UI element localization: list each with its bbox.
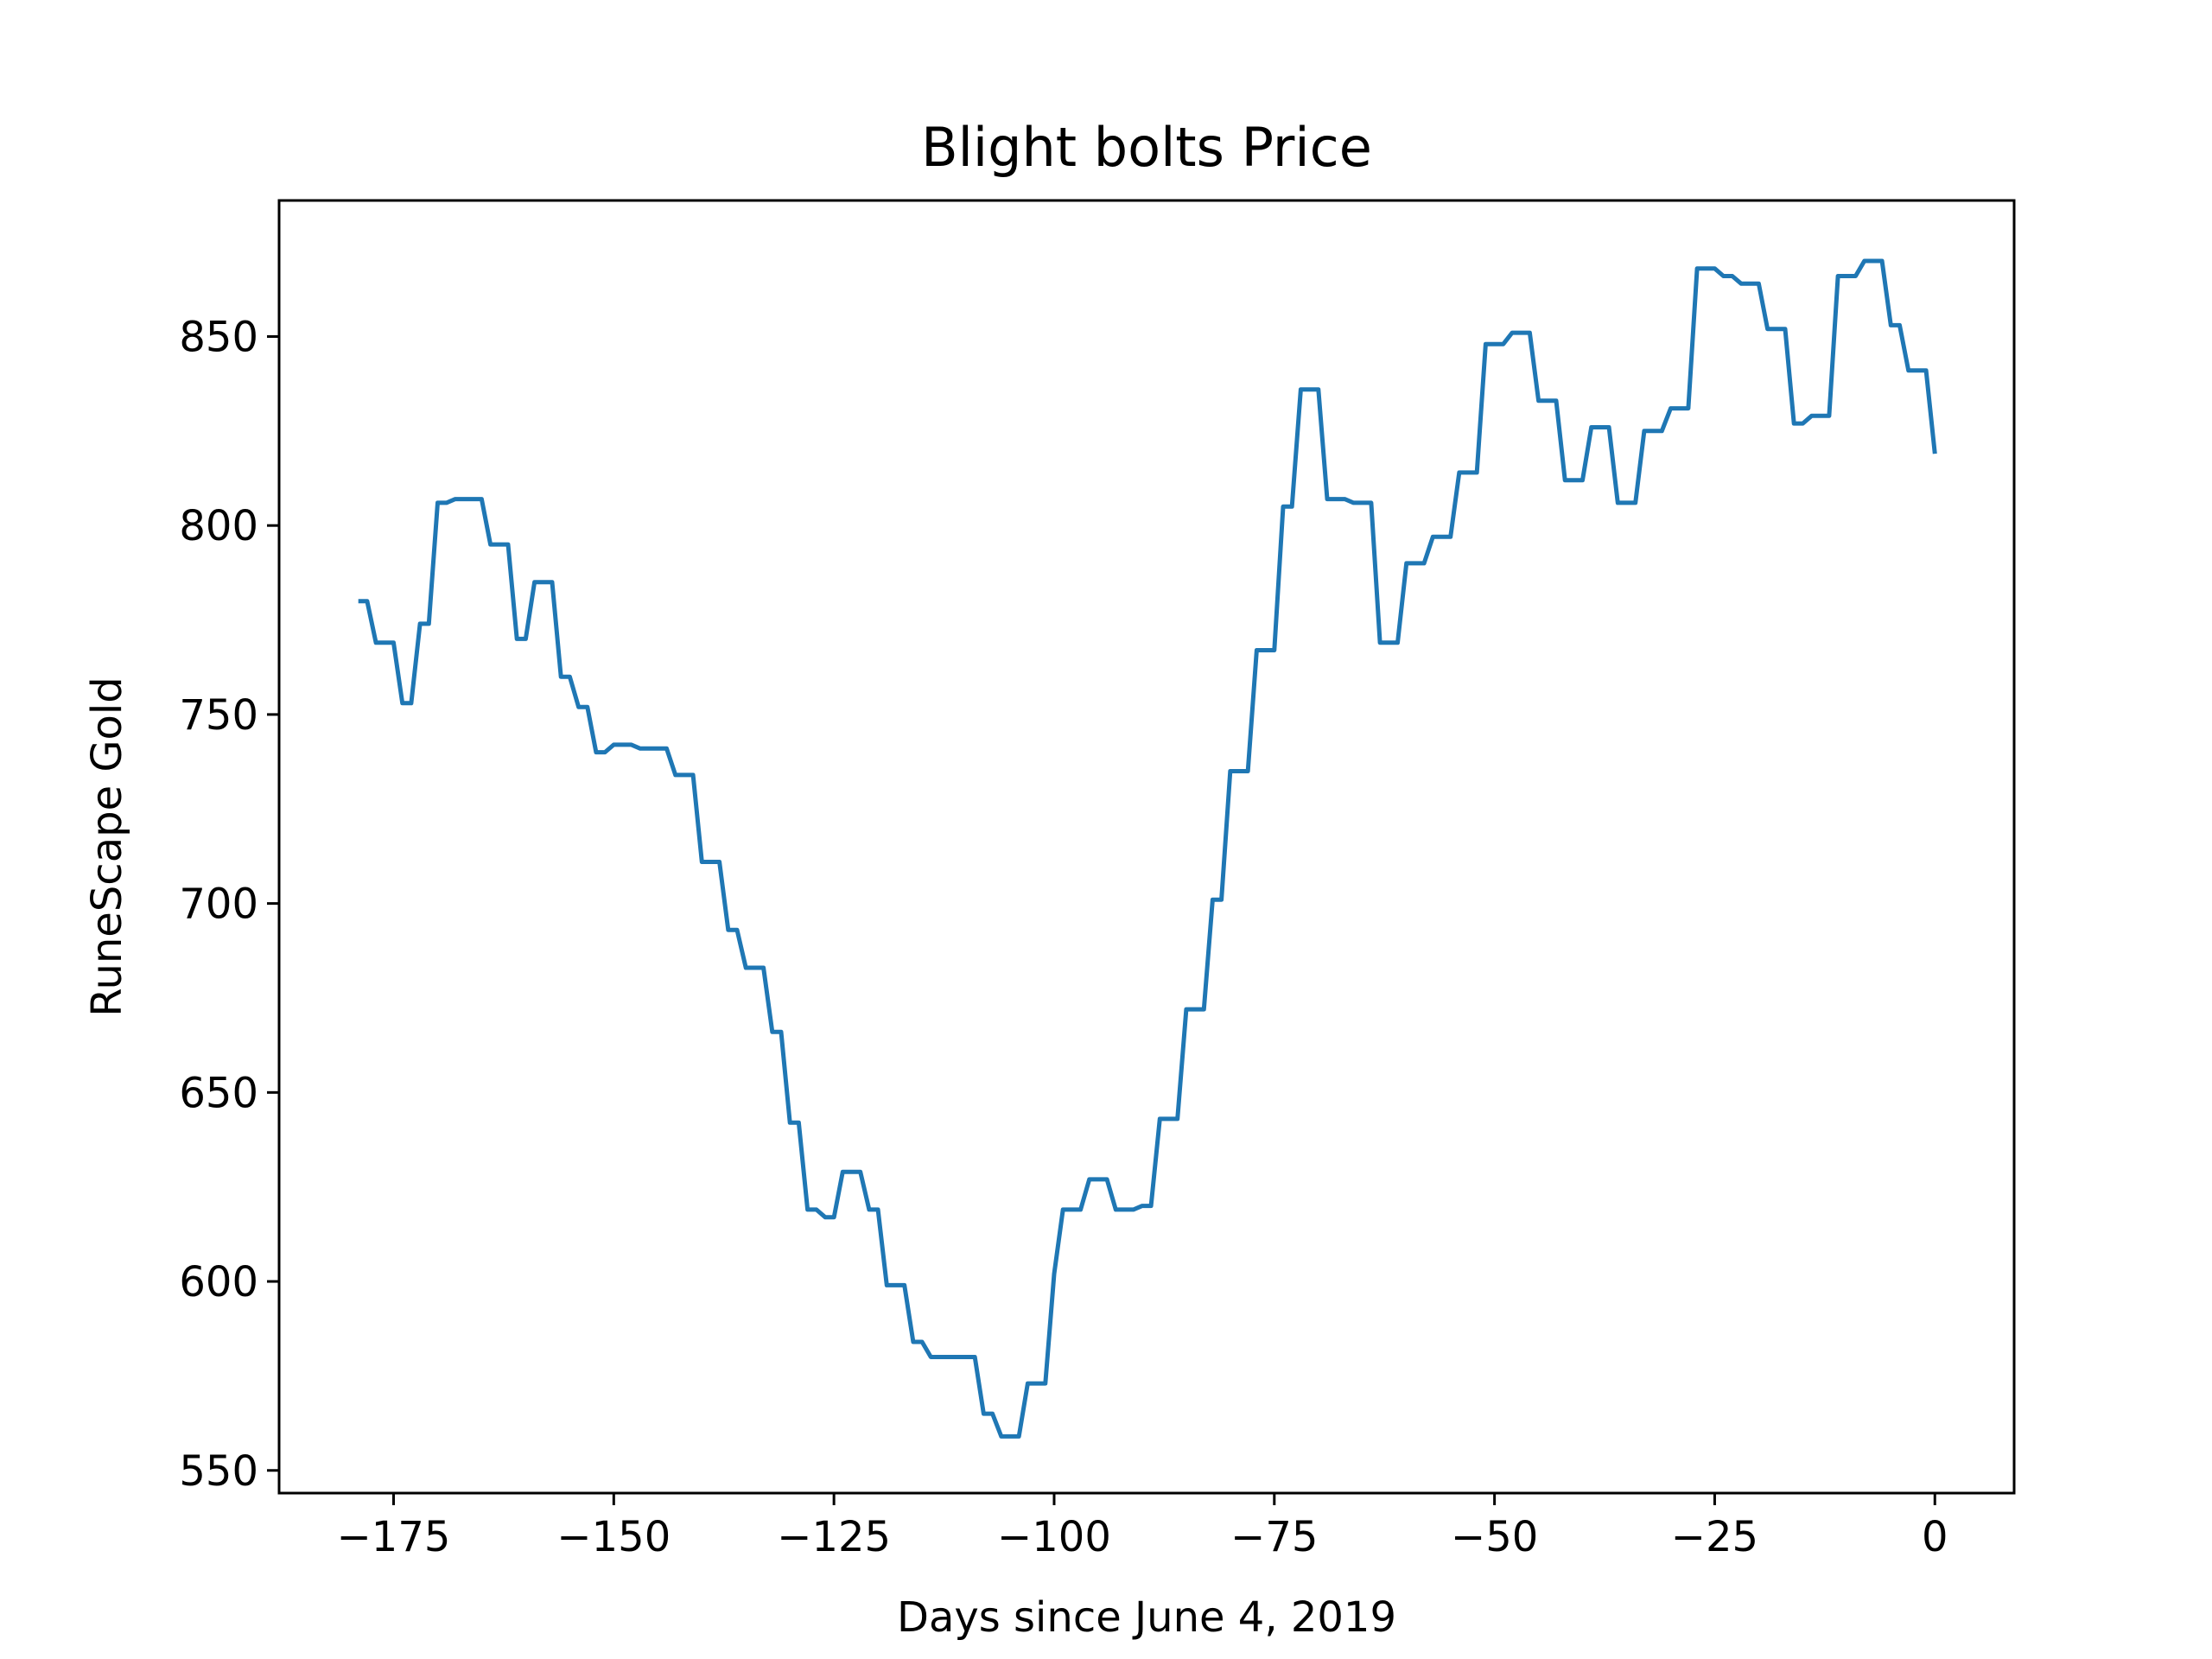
chart-title: Blight bolts Price — [921, 116, 1372, 179]
y-tick-label: 700 — [179, 880, 258, 929]
x-tick-label: 0 — [1922, 1513, 1948, 1561]
y-axis-label: RuneScape Gold — [83, 677, 131, 1016]
x-tick-label: −100 — [997, 1513, 1111, 1561]
y-tick-label: 850 — [179, 313, 258, 361]
axes-frame — [277, 199, 2016, 1495]
y-tick-label: 750 — [179, 691, 258, 740]
tick-layer: −175 −150 −125 −100 −75 −50 −25 0 550 600 650 700 75… — [179, 313, 1948, 1561]
x-tick-label: −75 — [1230, 1513, 1318, 1561]
y-tick-label: 650 — [179, 1069, 258, 1117]
series-line — [358, 258, 1937, 1439]
y-tick-label: 550 — [179, 1447, 258, 1496]
x-tick-label: −175 — [337, 1513, 451, 1561]
x-axis-label: Days since June 4, 2019 — [897, 1593, 1396, 1642]
x-tick-label: −125 — [777, 1513, 891, 1561]
x-tick-label: −25 — [1671, 1513, 1758, 1561]
x-tick-label: −50 — [1451, 1513, 1538, 1561]
x-tick-label: −150 — [556, 1513, 671, 1561]
plot-area — [358, 258, 1937, 1439]
y-tick-label: 800 — [179, 502, 258, 550]
y-tick-label: 600 — [179, 1258, 258, 1306]
